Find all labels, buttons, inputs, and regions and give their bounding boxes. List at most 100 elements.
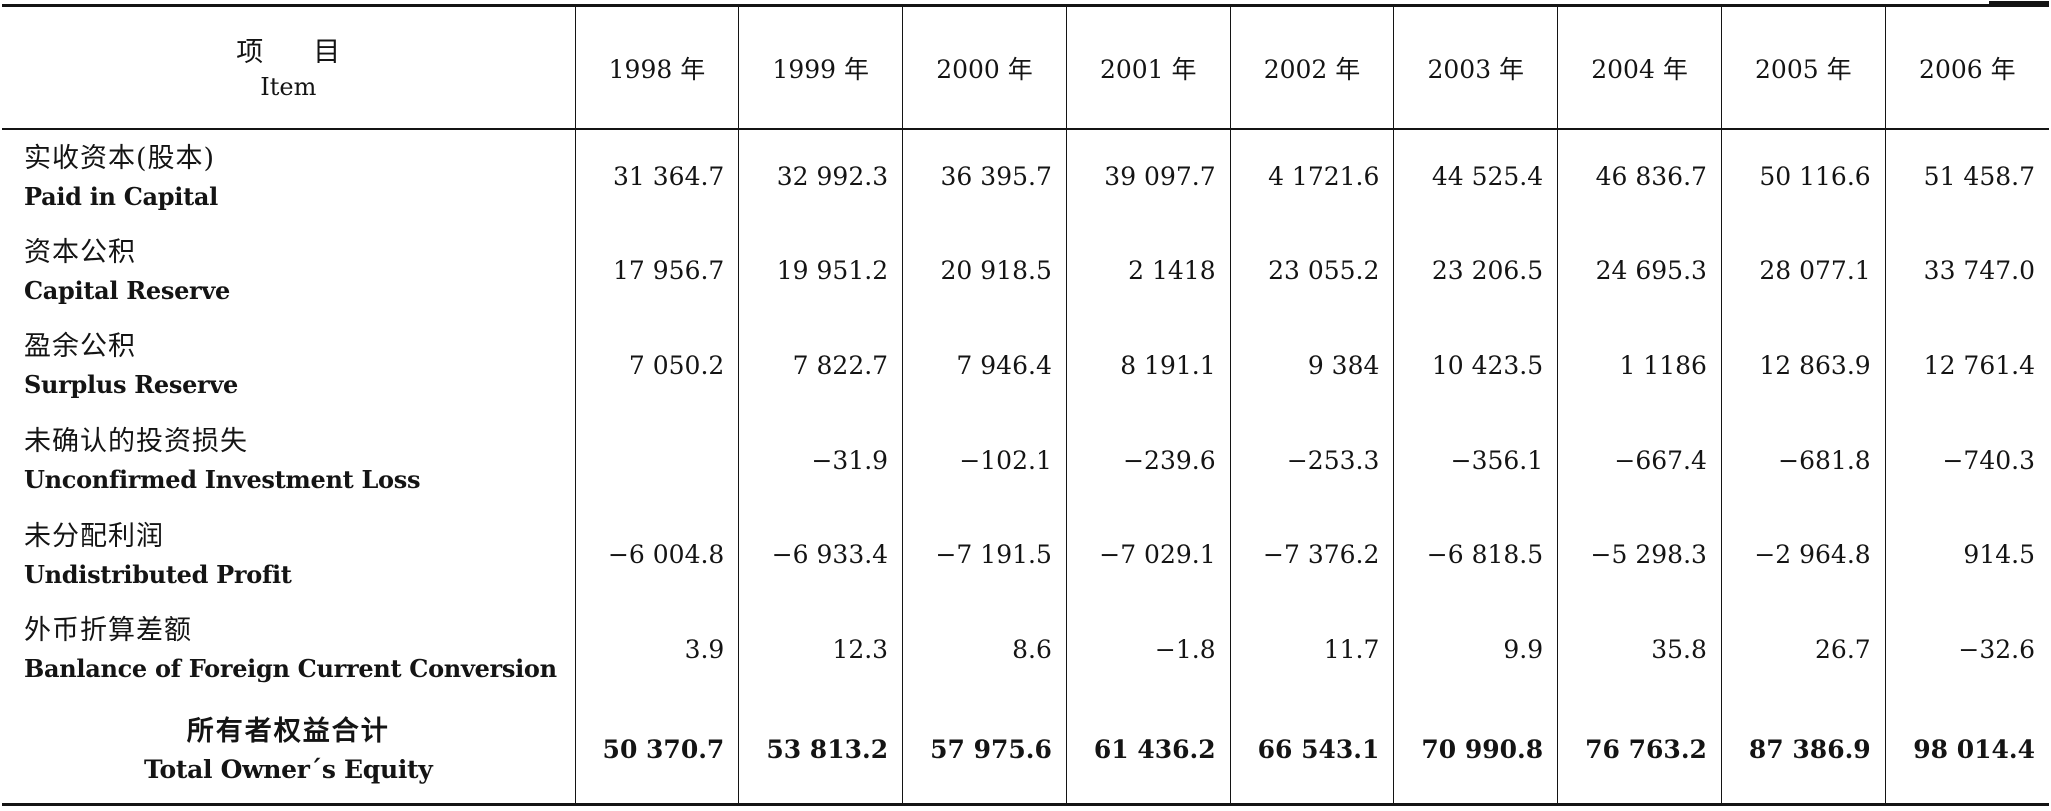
table-cell: 35.8	[1557, 601, 1722, 697]
total-label-zh: 所有者权益合计	[186, 715, 390, 747]
table-cell: 51 458.7	[1884, 129, 2049, 224]
table-cell: 44 525.4	[1393, 129, 1558, 224]
table-cell: −102.1	[902, 412, 1067, 508]
header-year: 2003 年	[1393, 5, 1558, 130]
table-row: 未分配利润 Undistributed Profit −6 004.8 −6 9…	[2, 507, 2049, 602]
table-row: 实收资本(股本) Paid in Capital 31 364.7 32 992…	[2, 129, 2049, 224]
header-year: 2006 年	[1884, 5, 2049, 130]
header-item-en: Item	[260, 72, 317, 101]
row-label: 未确认的投资损失 Unconfirmed Investment Loss	[2, 413, 575, 508]
table-cell: 28 077.1	[1720, 223, 1886, 319]
table-cell: −239.6	[1065, 412, 1231, 508]
row-label: 资本公积 Capital Reserve	[2, 224, 575, 319]
table-cell: 7 822.7	[738, 318, 903, 413]
table-cell: 914.5	[1884, 507, 2049, 602]
header-item: 项目 Item	[2, 5, 576, 130]
table-cell: 36 395.7	[902, 129, 1067, 224]
table-cell: −6 818.5	[1393, 507, 1558, 602]
table-cell: 17 956.7	[574, 223, 739, 319]
table-cell: −5 298.3	[1557, 507, 1722, 602]
row-label-en: Surplus Reserve	[24, 370, 238, 400]
table-cell: 46 836.7	[1557, 129, 1722, 224]
table-cell: 10 423.5	[1393, 318, 1558, 413]
table-cell: 3.9	[574, 601, 739, 697]
row-label-en: Paid in Capital	[24, 181, 218, 211]
row-label-en: Undistributed Profit	[24, 559, 292, 589]
table-cell: 12 761.4	[1884, 318, 2049, 413]
table-cell: 19 951.2	[738, 223, 903, 319]
table-cell: −7 029.1	[1065, 507, 1231, 602]
table-cell: 23 055.2	[1229, 223, 1394, 319]
table-cell: −31.9	[738, 412, 903, 508]
total-cell: 57 975.6	[902, 696, 1067, 805]
total-cell: 87 386.9	[1720, 696, 1886, 805]
header-year: 2001 年	[1065, 5, 1231, 130]
table-cell: −667.4	[1557, 412, 1722, 508]
row-label-zh: 盈余公积	[24, 331, 136, 363]
header-year: 2004 年	[1557, 5, 1722, 130]
table-cell: 2 1418	[1065, 223, 1231, 319]
table-cell: 4 1721.6	[1229, 129, 1394, 224]
table-cell: 8.6	[902, 601, 1067, 697]
table-cell: 23 206.5	[1393, 223, 1558, 319]
row-label: 外币折算差额 Banlance of Foreign Current Conve…	[2, 602, 575, 697]
table-row: 外币折算差额 Banlance of Foreign Current Conve…	[2, 601, 2049, 697]
total-cell: 98 014.4	[1884, 696, 2049, 805]
total-label: 所有者权益合计 Total Owner´s Equity	[2, 696, 575, 804]
row-label: 盈余公积 Surplus Reserve	[2, 318, 575, 413]
row-label-en: Capital Reserve	[24, 275, 231, 305]
table-cell: 1 1186	[1557, 318, 1722, 413]
table-row: 盈余公积 Surplus Reserve 7 050.2 7 822.7 7 9…	[2, 318, 2049, 413]
owners-equity-table: 项目 Item 1998 年 1999 年 2000 年 2001 年 2002…	[2, 4, 2049, 806]
table-cell: 39 097.7	[1065, 129, 1231, 224]
header-year: 2000 年	[902, 5, 1067, 130]
table-cell: 7 946.4	[902, 318, 1067, 413]
table-cell: 33 747.0	[1884, 223, 2049, 319]
table-cell: −356.1	[1393, 412, 1558, 508]
row-label-zh: 实收资本(股本)	[24, 142, 216, 174]
table-cell: 50 116.6	[1720, 129, 1886, 224]
table-cell: 31 364.7	[574, 129, 739, 224]
table-cell	[574, 412, 739, 508]
table-cell: 20 918.5	[902, 223, 1067, 319]
table-cell: 12.3	[738, 601, 903, 697]
header-year: 2002 年	[1229, 5, 1394, 130]
row-label-en: Unconfirmed Investment Loss	[24, 465, 421, 495]
table-cell: 8 191.1	[1065, 318, 1231, 413]
table-cell: −740.3	[1884, 412, 2049, 508]
table-cell: −253.3	[1229, 412, 1394, 508]
header-year: 1998 年	[574, 5, 739, 130]
row-label-zh: 资本公积	[24, 236, 136, 268]
table-cell: 26.7	[1720, 601, 1886, 697]
table-cell: 12 863.9	[1720, 318, 1886, 413]
total-cell: 53 813.2	[738, 696, 903, 805]
table-row: 资本公积 Capital Reserve 17 956.7 19 951.2 2…	[2, 223, 2049, 319]
corner-rule	[1989, 1, 2049, 4]
table-cell: −7 376.2	[1229, 507, 1394, 602]
table-header-row: 项目 Item 1998 年 1999 年 2000 年 2001 年 2002…	[2, 5, 2049, 130]
table-cell: −6 004.8	[574, 507, 739, 602]
table-cell: −2 964.8	[1720, 507, 1886, 602]
total-cell: 66 543.1	[1229, 696, 1394, 805]
total-cell: 76 763.2	[1557, 696, 1722, 805]
table-row: 未确认的投资损失 Unconfirmed Investment Loss −31…	[2, 412, 2049, 508]
header-year: 2005 年	[1720, 5, 1886, 130]
table-cell: −681.8	[1720, 412, 1886, 508]
table-cell: 24 695.3	[1557, 223, 1722, 319]
row-label: 未分配利润 Undistributed Profit	[2, 507, 575, 602]
total-cell: 61 436.2	[1065, 696, 1231, 805]
table-cell: 9.9	[1393, 601, 1558, 697]
table-cell: −32.6	[1884, 601, 2049, 697]
table-cell: 11.7	[1229, 601, 1394, 697]
header-year: 1999 年	[738, 5, 903, 130]
total-label-en: Total Owner´s Equity	[144, 754, 433, 784]
total-row: 所有者权益合计 Total Owner´s Equity 50 370.7 53…	[2, 696, 2049, 805]
table-cell: 32 992.3	[738, 129, 903, 224]
total-cell: 50 370.7	[574, 696, 739, 805]
row-label-en: Banlance of Foreign Current Conversion	[24, 654, 557, 684]
row-label: 实收资本(股本) Paid in Capital	[2, 129, 575, 224]
row-label-zh: 未确认的投资损失	[24, 426, 248, 458]
table-cell: 9 384	[1229, 318, 1394, 413]
table-cell: −7 191.5	[902, 507, 1067, 602]
